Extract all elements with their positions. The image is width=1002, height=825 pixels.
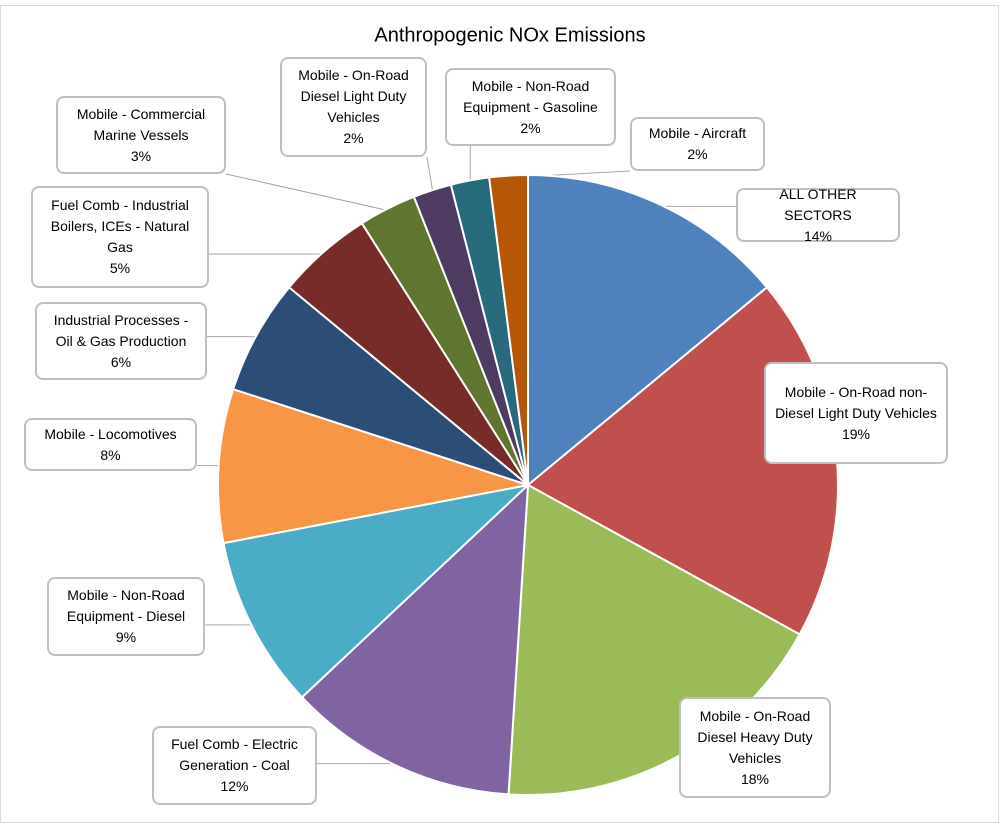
leader-lines [197,146,736,765]
label-value: 5% [109,260,131,276]
label-category: Mobile - On-Road non-Diesel Light Duty V… [775,383,937,421]
label-value: 19% [841,425,871,442]
leader-line [426,156,434,193]
label-value: 18% [740,770,770,787]
pie-slice [300,482,530,796]
slices [217,173,839,796]
label-value: 2% [343,130,364,146]
label-category: ALL OTHER SECTORS [779,185,857,223]
data-label: Industrial Processes - Oil & Gas Product… [35,302,207,380]
label-category: Mobile - On-Road Diesel Light Duty Vehic… [298,67,409,125]
label-value: 3% [130,147,152,164]
label-category: Mobile - On-Road Diesel Heavy Duty Vehic… [697,707,813,766]
label-category: Mobile - Non-Road Equipment - Diesel [66,587,186,624]
label-value: 14% [803,227,833,244]
data-label: Fuel Comb - Industrial Boilers, ICEs - N… [31,186,209,288]
data-label: Mobile - Non-Road Equipment - Diesel 9% [47,577,205,656]
data-label: Mobile - Aircraft 2% [630,117,765,171]
pie-slice [488,173,529,486]
label-value: 6% [110,353,132,370]
label-value: 9% [115,629,137,645]
label-category: Fuel Comb - Electric Generation - Coal [171,736,298,773]
label-category: Industrial Processes - Oil & Gas Product… [53,311,189,349]
label-category: Mobile - Aircraft [648,125,747,141]
chart-title: Anthropogenic NOx Emissions [374,24,645,46]
label-value: 2% [520,119,541,136]
data-label: ALL OTHER SECTORS 14% [736,186,900,244]
data-label: Mobile - Non-Road Equipment - Gasoline 2% [445,68,616,146]
data-label: Mobile - On-Road Diesel Light Duty Vehic… [280,57,427,157]
leader-line [225,173,389,212]
label-value: 8% [100,446,121,463]
data-label: Fuel Comb - Electric Generation - Coal 12… [152,726,317,805]
label-category: Mobile - Locomotives [44,425,177,442]
label-value: 12% [220,778,249,794]
chart-border [0,5,999,823]
pie-slice [222,483,532,699]
data-label: Mobile - Locomotives 8% [24,418,197,471]
label-category: Mobile - Non-Road Equipment - Gasoline [463,77,598,115]
data-label: Mobile - On-Road non-Diesel Light Duty V… [764,362,948,464]
label-value: 2% [687,146,708,162]
pie-slice [217,387,529,545]
label-category: Mobile - Commercial Marine Vessels [76,105,206,143]
data-label: Mobile - On-Road Diesel Heavy Duty Vehic… [679,697,831,798]
pie-slice [527,173,769,488]
data-label: Mobile - Commercial Marine Vessels 3% [56,96,226,174]
label-category: Fuel Comb - Industrial Boilers, ICEs - N… [50,197,190,255]
